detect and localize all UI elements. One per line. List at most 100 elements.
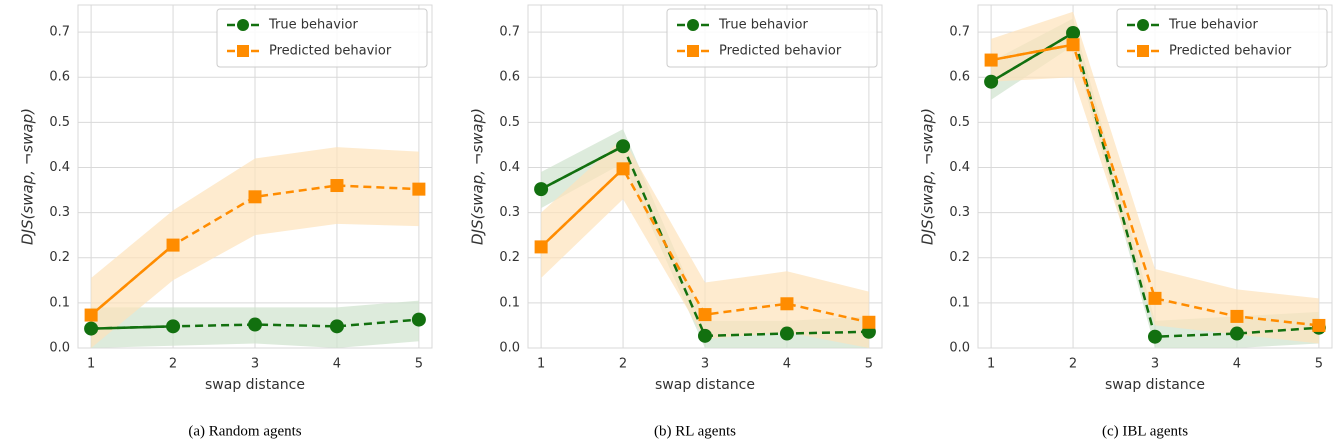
marker: [411, 312, 426, 327]
y-tick-label: 0.1: [49, 295, 70, 310]
caption: (c) IBL agents: [1102, 423, 1188, 439]
marker: [166, 319, 181, 334]
y-tick-label: 0.5: [49, 115, 70, 130]
marker: [616, 162, 630, 176]
y-tick-label: 0.3: [499, 205, 520, 220]
y-tick-label: 0.0: [49, 341, 70, 356]
legend-label: True behavior: [268, 18, 358, 33]
marker: [698, 308, 712, 322]
y-tick-label: 0.7: [499, 25, 520, 40]
marker: [329, 319, 344, 334]
marker: [780, 297, 794, 311]
marker: [248, 190, 262, 204]
y-tick-label: 0.1: [949, 295, 970, 310]
y-tick-label: 0.7: [49, 25, 70, 40]
legend-marker: [237, 19, 249, 31]
x-tick-label: 5: [1315, 357, 1323, 372]
legend-box: [1116, 8, 1328, 68]
confidence-band: [91, 147, 419, 348]
y-tick-label: 0.5: [949, 115, 970, 130]
x-tick-label: 5: [865, 357, 873, 372]
solid-segment: [91, 325, 174, 330]
marker: [330, 179, 344, 193]
y-tick-label: 0.2: [949, 250, 970, 265]
marker: [1066, 25, 1081, 40]
marker: [84, 308, 98, 322]
y-tick-label: 0.1: [499, 295, 520, 310]
y-tick-label: 0.4: [499, 160, 520, 175]
legend-marker: [687, 19, 699, 31]
solid-segment: [990, 43, 1074, 62]
legend-marker: [1137, 45, 1149, 57]
x-tick-label: 1: [537, 357, 545, 372]
y-tick-label: 0.4: [49, 160, 70, 175]
caption: (a) Random agents: [188, 423, 301, 439]
marker: [984, 53, 998, 67]
confidence-band: [991, 11, 1319, 344]
legend-box: [666, 8, 878, 68]
legend-label: True behavior: [718, 18, 808, 33]
marker: [84, 321, 99, 336]
marker: [1066, 38, 1080, 52]
marker: [616, 139, 631, 154]
solid-segment: [540, 145, 624, 191]
solid-segment: [90, 244, 174, 317]
plot-frame: [77, 4, 433, 349]
confidence-band: [541, 138, 869, 348]
x-tick-label: 3: [701, 357, 709, 372]
marker: [779, 326, 794, 341]
legend-label: Predicted behavior: [1169, 44, 1292, 59]
marker: [534, 240, 548, 254]
x-tick-label: 2: [1069, 357, 1077, 372]
marker: [1148, 291, 1162, 305]
legend-label: Predicted behavior: [269, 44, 392, 59]
y-axis-label: DJS(swap, ¬swap): [19, 108, 37, 245]
y-tick-label: 0.6: [499, 70, 520, 85]
y-tick-label: 0.3: [949, 205, 970, 220]
marker: [698, 328, 712, 343]
legend-box: [216, 8, 428, 68]
series-line: [540, 144, 869, 338]
y-tick-label: 0.2: [499, 250, 520, 265]
x-tick-label: 1: [87, 357, 95, 372]
y-tick-label: 0.6: [49, 70, 70, 85]
solid-segment: [540, 167, 624, 248]
y-tick-label: 0.0: [499, 341, 520, 356]
y-tick-label: 0.0: [949, 341, 970, 356]
y-tick-label: 0.6: [949, 70, 970, 85]
marker: [1312, 318, 1326, 332]
marker: [1230, 309, 1244, 323]
marker: [248, 317, 262, 332]
y-tick-label: 0.5: [499, 115, 520, 130]
legend-label: Predicted behavior: [719, 44, 842, 59]
marker: [984, 74, 999, 89]
marker: [534, 182, 549, 197]
x-tick-label: 3: [1151, 357, 1159, 372]
y-axis-label: DJS(swap, ¬swap): [919, 108, 937, 245]
legend-marker: [1137, 19, 1149, 31]
y-tick-label: 0.3: [49, 205, 70, 220]
x-tick-label: 2: [169, 357, 177, 372]
x-tick-label: 4: [333, 357, 341, 372]
x-tick-label: 3: [251, 357, 259, 372]
legend-label: True behavior: [1168, 18, 1258, 33]
x-tick-label: 4: [783, 357, 791, 372]
x-axis-label: swap distance: [655, 377, 755, 393]
y-tick-label: 0.7: [949, 25, 970, 40]
x-tick-label: 5: [415, 357, 423, 372]
x-tick-label: 2: [619, 357, 627, 372]
x-axis-label: swap distance: [1105, 377, 1205, 393]
y-tick-label: 0.2: [49, 250, 70, 265]
legend-marker: [237, 45, 249, 57]
marker: [1148, 329, 1162, 344]
marker: [862, 315, 876, 329]
marker: [166, 238, 180, 252]
legend-marker: [687, 45, 699, 57]
x-tick-label: 1: [987, 357, 995, 372]
x-axis-label: swap distance: [205, 377, 305, 393]
marker: [1229, 326, 1244, 341]
x-tick-label: 4: [1233, 357, 1241, 372]
y-axis-label: DJS(swap, ¬swap): [469, 108, 487, 245]
solid-segment: [990, 31, 1074, 83]
